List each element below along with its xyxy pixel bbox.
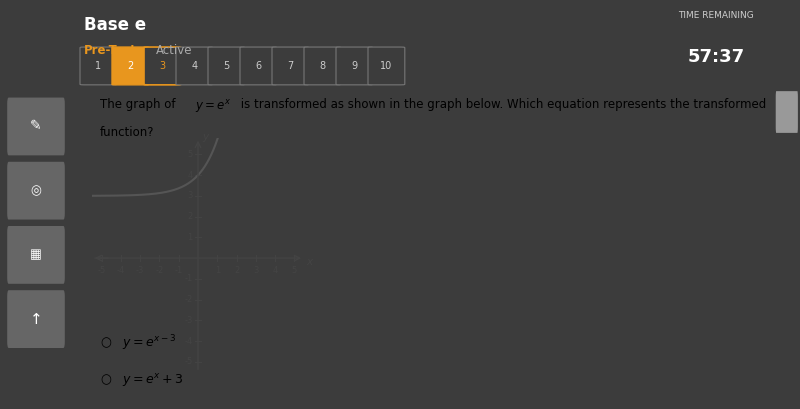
FancyBboxPatch shape: [176, 47, 213, 85]
Text: 3: 3: [253, 266, 258, 275]
Text: -2: -2: [155, 266, 163, 275]
FancyBboxPatch shape: [240, 47, 277, 85]
Text: -5: -5: [184, 357, 193, 366]
FancyBboxPatch shape: [368, 47, 405, 85]
Text: 7: 7: [287, 61, 294, 71]
FancyBboxPatch shape: [80, 47, 117, 85]
Text: -3: -3: [136, 266, 144, 275]
Text: 2: 2: [127, 61, 134, 71]
Text: 10: 10: [380, 61, 393, 71]
FancyBboxPatch shape: [7, 290, 65, 348]
Text: -1: -1: [184, 274, 193, 283]
Text: 2: 2: [187, 212, 193, 221]
FancyBboxPatch shape: [304, 47, 341, 85]
Text: -3: -3: [184, 316, 193, 325]
Text: 4: 4: [187, 171, 193, 180]
Text: ◎: ◎: [30, 184, 42, 197]
Text: 1: 1: [95, 61, 102, 71]
Text: The graph of: The graph of: [100, 98, 179, 110]
Text: -2: -2: [184, 295, 193, 304]
FancyBboxPatch shape: [7, 226, 65, 284]
Text: 3: 3: [187, 191, 193, 200]
Text: 4: 4: [273, 266, 278, 275]
Text: ○   $y = e^{x-3}$: ○ $y = e^{x-3}$: [100, 334, 177, 353]
FancyBboxPatch shape: [336, 47, 373, 85]
Text: -4: -4: [117, 266, 125, 275]
FancyBboxPatch shape: [144, 47, 181, 85]
FancyBboxPatch shape: [208, 47, 245, 85]
FancyBboxPatch shape: [112, 47, 149, 85]
Text: 1: 1: [214, 266, 220, 275]
Text: -5: -5: [98, 266, 106, 275]
Text: ▦: ▦: [30, 248, 42, 261]
Text: 9: 9: [351, 61, 358, 71]
FancyBboxPatch shape: [7, 162, 65, 220]
Text: TIME REMAINING: TIME REMAINING: [678, 11, 754, 20]
Text: y: y: [202, 132, 208, 142]
Text: 3: 3: [159, 61, 166, 71]
Text: is transformed as shown in the graph below. Which equation represents the transf: is transformed as shown in the graph bel…: [237, 98, 766, 110]
Text: 57:37: 57:37: [687, 48, 745, 66]
Text: function?: function?: [100, 126, 154, 139]
Text: 5: 5: [223, 61, 230, 71]
Text: ✎: ✎: [30, 119, 42, 133]
FancyBboxPatch shape: [776, 91, 798, 133]
Text: 5: 5: [292, 266, 297, 275]
Text: ↑: ↑: [30, 312, 42, 327]
Text: Pre-Test: Pre-Test: [84, 44, 137, 57]
Text: Active: Active: [156, 44, 193, 57]
Text: -4: -4: [184, 337, 193, 346]
Text: ○   $y = e^x + 3$: ○ $y = e^x + 3$: [100, 372, 184, 389]
Text: 5: 5: [187, 150, 193, 159]
Text: $y = e^x$: $y = e^x$: [194, 98, 231, 115]
Text: 6: 6: [255, 61, 262, 71]
Text: -1: -1: [174, 266, 183, 275]
Text: Base e: Base e: [84, 16, 146, 34]
Text: 2: 2: [234, 266, 239, 275]
Text: 8: 8: [319, 61, 326, 71]
Text: x: x: [306, 257, 312, 267]
FancyBboxPatch shape: [272, 47, 309, 85]
FancyBboxPatch shape: [7, 98, 65, 155]
Text: 4: 4: [191, 61, 198, 71]
Text: 1: 1: [187, 233, 193, 242]
